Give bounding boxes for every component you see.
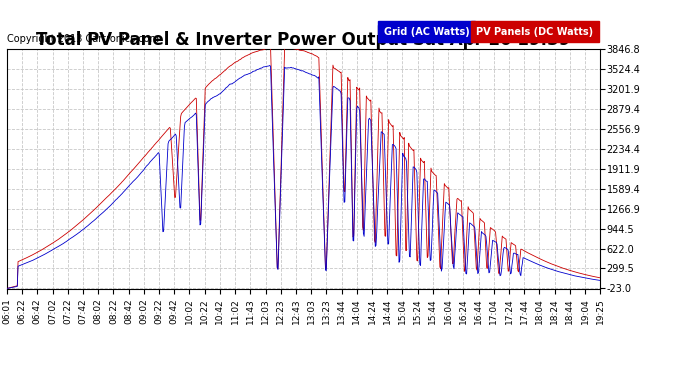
Title: Total PV Panel & Inverter Power Output Sat Apr 20 19:39: Total PV Panel & Inverter Power Output S…	[37, 31, 571, 49]
Legend: Grid (AC Watts), PV Panels (DC Watts): Grid (AC Watts), PV Panels (DC Watts)	[378, 25, 595, 39]
Text: Copyright 2013 Cartronics.com: Copyright 2013 Cartronics.com	[7, 34, 159, 44]
